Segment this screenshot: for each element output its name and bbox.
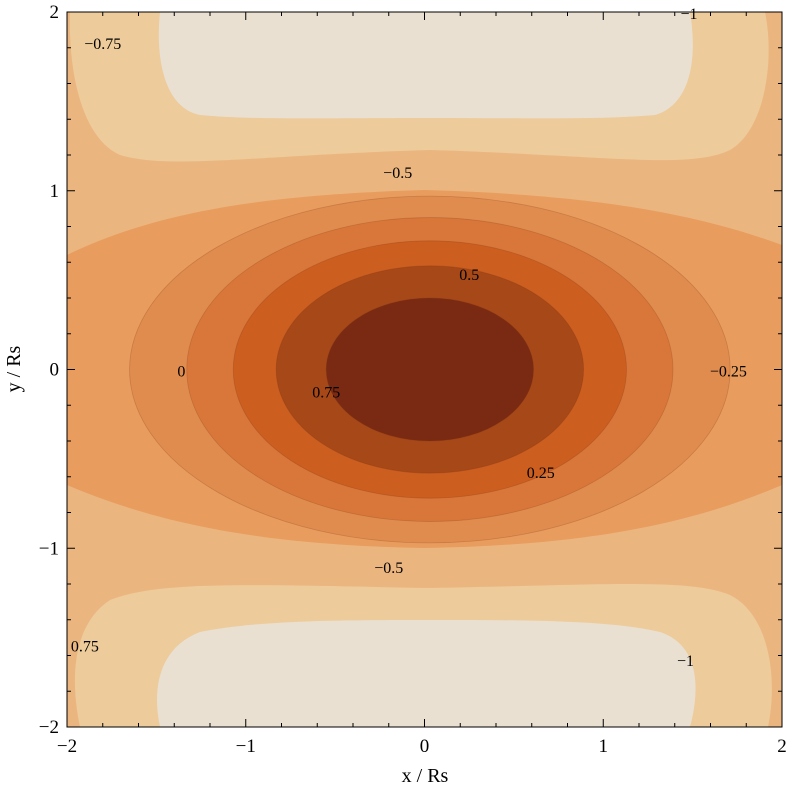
contour-band-1 bbox=[325, 297, 534, 442]
y-tick-label: 1 bbox=[50, 181, 60, 202]
contour-labels: −0.75 −1 −0.5 0.5 0 0.75 −0.25 0.25 −0.5 0.75 −1 bbox=[71, 6, 747, 670]
top-inner-lobe bbox=[158, 12, 693, 119]
contour-label: 0.25 bbox=[527, 465, 555, 482]
x-tick-label: −1 bbox=[236, 736, 256, 757]
contour-bands bbox=[129, 195, 731, 544]
contour-label: 0 bbox=[177, 363, 185, 380]
contour-label: −1 bbox=[677, 653, 694, 670]
y-tick-label: −1 bbox=[39, 538, 59, 559]
contour-label: 0.5 bbox=[459, 267, 479, 284]
plot-area bbox=[67, 12, 782, 727]
contour-label: −1 bbox=[681, 6, 698, 23]
bottom-inner-lobe bbox=[156, 620, 696, 727]
contour-label: −0.5 bbox=[374, 560, 403, 577]
y-tick-label: 2 bbox=[50, 2, 60, 23]
y-axis-title: y / Rs bbox=[3, 345, 25, 392]
contour-label: −0.5 bbox=[383, 165, 412, 182]
contour-label: −0.25 bbox=[710, 363, 747, 380]
axis-ticks: −2 −1 0 1 2 −2 −1 0 1 2 bbox=[39, 2, 787, 757]
x-axis-title: x / Rs bbox=[402, 765, 449, 787]
contour-label: 0.75 bbox=[71, 639, 99, 656]
x-tick-label: 1 bbox=[599, 736, 609, 757]
x-tick-label: 2 bbox=[777, 736, 787, 757]
x-tick-label: −2 bbox=[57, 736, 77, 757]
contour-label: 0.75 bbox=[312, 385, 340, 402]
y-tick-label: −2 bbox=[39, 717, 59, 738]
y-tick-label: 0 bbox=[50, 360, 60, 381]
contour-label: −0.75 bbox=[84, 36, 121, 53]
x-tick-label: 0 bbox=[420, 736, 430, 757]
